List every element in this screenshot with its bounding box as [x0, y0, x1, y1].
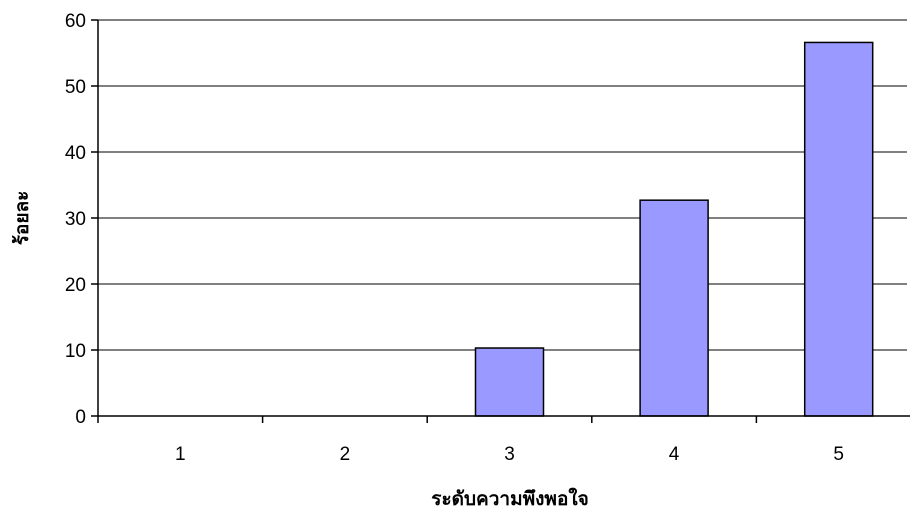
y-tick-label: 20 [65, 275, 86, 296]
y-tick-label: 0 [75, 407, 86, 428]
axis-ticks: 0 10 20 30 40 50 60 1 2 3 4 5 [65, 11, 844, 465]
y-tick-label: 50 [65, 77, 86, 98]
bar-5 [803, 41, 874, 417]
x-tick-label: 3 [504, 444, 515, 465]
x-axis-title: ระดับความพึงพอใจ [431, 487, 589, 510]
x-tick-label: 1 [175, 444, 186, 465]
y-tick-label: 60 [65, 11, 86, 32]
bar-4 [639, 199, 709, 417]
gridlines [98, 19, 907, 351]
y-axis-title: ร้อยละ [11, 191, 33, 246]
y-tick-label: 40 [65, 143, 86, 164]
x-tick-label: 5 [833, 444, 844, 465]
y-tick-label: 30 [65, 209, 86, 230]
bars [474, 41, 874, 417]
x-tick-label: 2 [340, 444, 351, 465]
y-tick-label: 10 [65, 341, 86, 362]
x-tick-label: 4 [669, 444, 680, 465]
bar-3 [474, 347, 545, 417]
